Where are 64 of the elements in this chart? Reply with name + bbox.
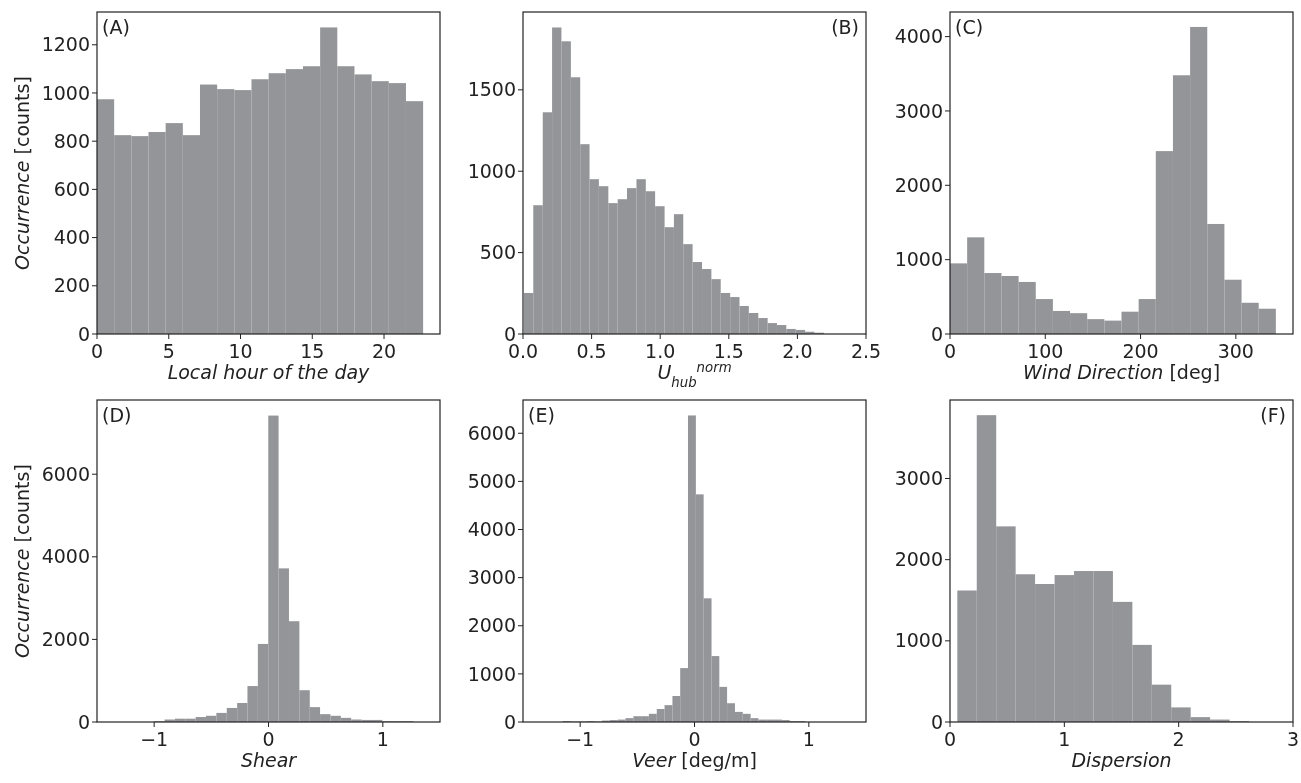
annotation: (F) — [1260, 404, 1286, 426]
y-tick-label: 400 — [53, 226, 90, 249]
x-axis-title: Shear — [240, 749, 298, 771]
x-tick-label: 5 — [162, 340, 175, 362]
y-tick-label: 4000 — [467, 518, 516, 541]
y-tick-label: 0 — [503, 710, 516, 733]
x-tick-label: 1.5 — [713, 340, 744, 362]
x-tick-label: 20 — [371, 340, 397, 362]
y-axis-title: Occurrence [counts] — [11, 76, 33, 270]
y-tick-label: 6000 — [467, 421, 516, 444]
x-tick-label: 1 — [376, 728, 389, 750]
y-tick-label: 5000 — [467, 470, 516, 493]
y-tick-label: 1000 — [894, 629, 943, 652]
y-tick-label: 2000 — [467, 614, 516, 637]
x-tick-label: 1 — [1058, 728, 1071, 750]
x-tick-label: 3 — [1286, 728, 1300, 750]
y-tick-label: 800 — [53, 129, 90, 152]
y-tick-label: 2000 — [41, 628, 90, 651]
x-axis-title: Veer [deg/m] — [632, 749, 757, 771]
y-tick-label: 6000 — [41, 462, 90, 485]
x-tick-label: 2.5 — [850, 340, 882, 362]
annotation: (D) — [102, 404, 132, 426]
y-tick-label: 1500 — [467, 78, 516, 101]
annotation: (E) — [528, 404, 555, 426]
x-tick-label: 2.0 — [782, 340, 813, 362]
annotation: (B) — [831, 16, 859, 38]
y-tick-label: 0 — [930, 322, 943, 345]
y-tick-label: 200 — [53, 274, 90, 297]
y-tick-label: 1000 — [467, 159, 516, 182]
x-tick-label: 10 — [228, 340, 253, 362]
y-tick-label: 2000 — [894, 548, 943, 571]
x-tick-label: 0 — [262, 728, 275, 750]
x-tick-label: −1 — [566, 728, 595, 750]
annotation: (C) — [955, 16, 984, 38]
x-tick-label: 100 — [1027, 340, 1064, 362]
y-tick-label: 3000 — [467, 566, 516, 589]
y-tick-label: 0 — [77, 322, 90, 345]
y-tick-label: 3000 — [894, 99, 943, 122]
x-tick-label: 0.5 — [576, 340, 607, 362]
x-tick-label: −1 — [140, 728, 169, 750]
y-tick-label: 600 — [53, 178, 90, 201]
x-tick-label: 2 — [1172, 728, 1185, 750]
x-tick-label: 200 — [1122, 340, 1159, 362]
y-tick-label: 1200 — [41, 33, 90, 56]
x-axis-title: Local hour of the day — [167, 361, 371, 383]
x-tick-label: 1 — [802, 728, 815, 750]
y-tick-label: 3000 — [894, 467, 943, 490]
y-tick-label: 4000 — [894, 25, 943, 48]
x-tick-label: 0 — [688, 728, 701, 750]
y-tick-label: 0 — [930, 710, 943, 733]
y-tick-label: 1000 — [467, 662, 516, 685]
y-tick-label: 0 — [77, 710, 90, 733]
y-tick-label: 4000 — [41, 545, 90, 568]
x-axis-title: Wind Direction [deg] — [1022, 361, 1221, 383]
annotation: (A) — [102, 16, 130, 38]
x-tick-label: 1.0 — [645, 340, 676, 362]
x-tick-label: 300 — [1217, 340, 1254, 362]
x-axis-title: Dispersion — [1071, 749, 1172, 771]
y-tick-label: 2000 — [894, 173, 943, 196]
y-tick-label: 500 — [479, 241, 516, 264]
y-axis-title: Occurrence [counts] — [11, 464, 33, 658]
y-tick-label: 1000 — [41, 81, 90, 104]
x-tick-label: 15 — [300, 340, 325, 362]
y-tick-label: 1000 — [894, 248, 943, 271]
